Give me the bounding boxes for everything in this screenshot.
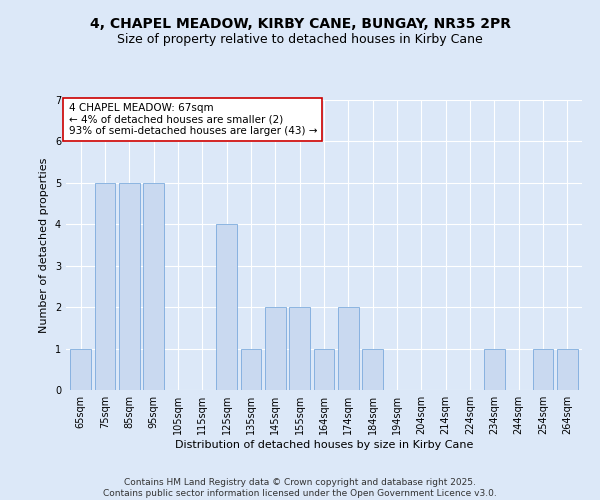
Bar <box>557 348 578 390</box>
Text: Contains HM Land Registry data © Crown copyright and database right 2025.
Contai: Contains HM Land Registry data © Crown c… <box>103 478 497 498</box>
Bar <box>119 183 140 390</box>
X-axis label: Distribution of detached houses by size in Kirby Cane: Distribution of detached houses by size … <box>175 440 473 450</box>
Bar <box>362 348 383 390</box>
Bar <box>143 183 164 390</box>
Text: 4 CHAPEL MEADOW: 67sqm
← 4% of detached houses are smaller (2)
93% of semi-detac: 4 CHAPEL MEADOW: 67sqm ← 4% of detached … <box>68 103 317 136</box>
Bar <box>70 348 91 390</box>
Bar <box>241 348 262 390</box>
Bar <box>484 348 505 390</box>
Text: 4, CHAPEL MEADOW, KIRBY CANE, BUNGAY, NR35 2PR: 4, CHAPEL MEADOW, KIRBY CANE, BUNGAY, NR… <box>89 18 511 32</box>
Text: Size of property relative to detached houses in Kirby Cane: Size of property relative to detached ho… <box>117 32 483 46</box>
Bar <box>265 307 286 390</box>
Bar <box>338 307 359 390</box>
Bar <box>216 224 237 390</box>
Bar <box>533 348 553 390</box>
Y-axis label: Number of detached properties: Number of detached properties <box>40 158 49 332</box>
Bar <box>289 307 310 390</box>
Bar <box>314 348 334 390</box>
Bar <box>95 183 115 390</box>
